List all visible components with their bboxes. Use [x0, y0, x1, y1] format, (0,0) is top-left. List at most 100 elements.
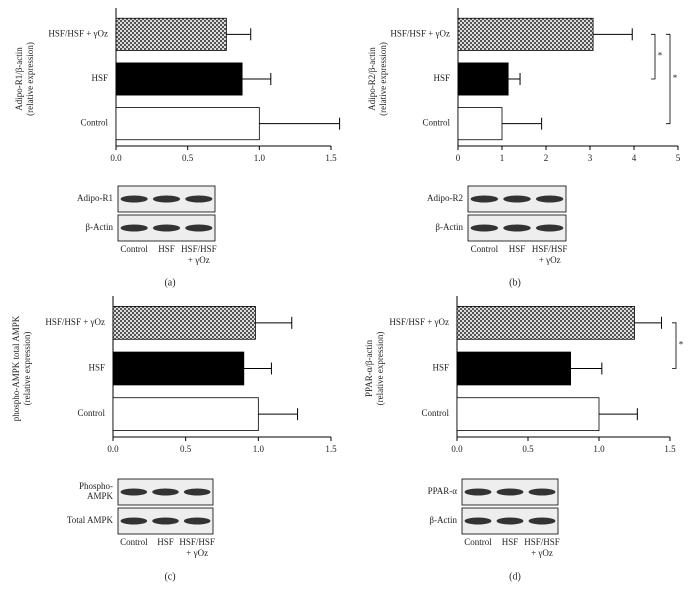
- blot-band: [496, 488, 524, 496]
- x-tick-label: 0.5: [182, 153, 194, 163]
- x-tick-label: 0.5: [522, 444, 534, 454]
- blot-band: [183, 517, 211, 525]
- x-tick-label: 3: [588, 153, 593, 163]
- x-tick-label: 0.0: [107, 444, 119, 454]
- bar: [456, 305, 635, 340]
- lane-label: HSF: [502, 537, 519, 547]
- bar: [115, 17, 227, 51]
- blot-row-label: β-Actin: [435, 222, 463, 232]
- blot-row-label: Adipo-R1: [77, 193, 113, 203]
- category-label: HSF: [433, 73, 450, 83]
- blot-band: [503, 224, 531, 232]
- bar: [115, 62, 243, 96]
- blot-band: [120, 195, 148, 203]
- blot-band: [152, 224, 181, 232]
- x-tick-label: 1.5: [325, 444, 337, 454]
- category-label: HSF: [88, 363, 105, 373]
- x-tick-label: 0: [456, 153, 461, 163]
- blot-row-label: AMPK: [87, 491, 114, 501]
- panel-label: (d): [509, 571, 521, 582]
- blot-row-label: PPAR-α: [428, 486, 458, 496]
- lane-label: Control: [120, 537, 148, 547]
- lane-label: Control: [471, 244, 499, 254]
- category-label: HSF/HSF + γOz: [45, 317, 105, 327]
- bar: [112, 305, 256, 340]
- blot-band: [120, 488, 148, 496]
- sig-bracket: [672, 322, 677, 369]
- blot-band: [464, 488, 492, 496]
- lane-label: Control: [464, 537, 492, 547]
- category-label: HSF: [91, 73, 108, 83]
- blot-band: [185, 224, 213, 232]
- bar: [112, 397, 259, 432]
- panel-label: (a): [164, 277, 175, 288]
- y-axis-label: Adipo-R1/β-actin: [14, 47, 24, 111]
- category-label: HSF/HSF + γOz: [48, 28, 108, 38]
- lane-label: HSF: [509, 244, 526, 254]
- blot-band: [152, 517, 179, 525]
- y-axis-label: Adipo-R2/β-actin: [367, 47, 377, 111]
- category-label: Control: [421, 408, 449, 418]
- category-label: Control: [77, 408, 105, 418]
- x-tick-label: 0.0: [110, 153, 122, 163]
- blot-band: [183, 488, 211, 496]
- bar: [457, 107, 503, 141]
- x-tick-label: 1.0: [593, 444, 605, 454]
- sig-label: *: [658, 51, 663, 61]
- blot-band: [120, 517, 148, 525]
- sig-label: *: [673, 73, 678, 83]
- y-axis-label: (relative expression): [375, 332, 385, 406]
- x-tick-label: 1: [500, 153, 505, 163]
- lane-label: + γOz: [186, 548, 208, 558]
- category-label: HSF: [432, 363, 449, 373]
- blot-row-label: Phospho-: [79, 481, 113, 491]
- x-tick-label: 1.0: [254, 153, 266, 163]
- blot-band: [152, 488, 179, 496]
- lane-label: HSF/HSF: [179, 537, 215, 547]
- blot-band: [528, 517, 556, 525]
- blot-band: [470, 195, 499, 203]
- lane-label: Control: [120, 244, 148, 254]
- sig-bracket: [666, 33, 671, 125]
- blot-row-label: Total AMPK: [67, 515, 114, 525]
- x-tick-label: 4: [632, 153, 637, 163]
- blot-band: [535, 195, 564, 203]
- lane-label: HSF/HSF: [181, 244, 217, 254]
- y-axis-label: (relative expression): [378, 42, 388, 116]
- x-tick-label: 2: [544, 153, 549, 163]
- bar: [456, 351, 571, 386]
- panel-label: (c): [164, 571, 175, 582]
- category-label: HSF/HSF + γOz: [389, 317, 449, 327]
- lane-label: HSF: [158, 244, 175, 254]
- bar: [457, 17, 594, 51]
- blot-band: [120, 224, 148, 232]
- lane-label: HSF: [157, 537, 174, 547]
- category-label: Control: [80, 118, 108, 128]
- category-label: Control: [422, 118, 450, 128]
- blot-band: [470, 224, 499, 232]
- blot-row-label: Adipo-R2: [427, 193, 463, 203]
- bar: [112, 351, 245, 386]
- x-tick-label: 5: [676, 153, 681, 163]
- panel-label: (b): [509, 277, 521, 288]
- blot-band: [185, 195, 213, 203]
- lane-label: + γOz: [531, 548, 553, 558]
- lane-label: HSF/HSF: [532, 244, 568, 254]
- blot-band: [503, 195, 531, 203]
- x-tick-label: 1.5: [664, 444, 676, 454]
- category-label: HSF/HSF + γOz: [390, 28, 450, 38]
- x-tick-label: 1.5: [325, 153, 337, 163]
- sig-label: *: [679, 340, 684, 350]
- y-axis-label: PPAR-α/β-actin: [364, 340, 374, 397]
- x-tick-label: 0.0: [451, 444, 463, 454]
- y-axis-label: (relative expression): [22, 332, 32, 406]
- x-tick-label: 1.0: [253, 444, 265, 454]
- y-axis-label: phospho-AMPK total AMPK: [11, 315, 21, 421]
- bar: [115, 107, 260, 141]
- blot-row-label: β-Actin: [85, 222, 113, 232]
- bar: [457, 62, 509, 96]
- x-tick-label: 0.5: [180, 444, 192, 454]
- blot-band: [535, 224, 564, 232]
- blot-band: [528, 488, 556, 496]
